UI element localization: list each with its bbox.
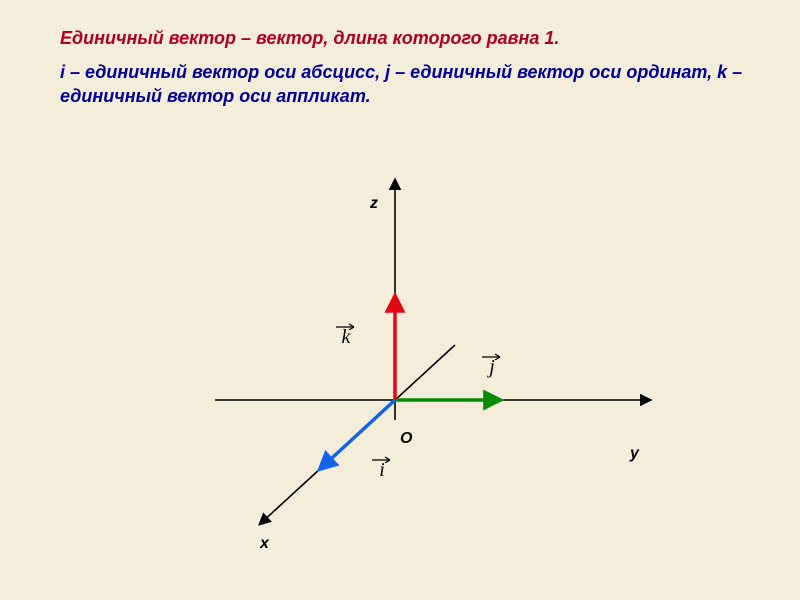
z-axis-label: z xyxy=(370,195,378,213)
k-letter: k xyxy=(342,326,351,348)
j-vector-label: j xyxy=(480,352,504,379)
i-vector-label: i xyxy=(370,455,394,482)
i-letter: i xyxy=(379,459,385,481)
j-letter: j xyxy=(489,356,495,378)
k-vector-label: k xyxy=(334,322,358,349)
slide-canvas: Единичный вектор – вектор, длина которог… xyxy=(0,0,800,600)
coordinate-diagram xyxy=(0,0,800,600)
origin-label: O xyxy=(400,430,412,448)
y-axis-label: y xyxy=(630,445,639,463)
axes xyxy=(215,180,650,524)
x-axis-label: x xyxy=(260,535,269,553)
